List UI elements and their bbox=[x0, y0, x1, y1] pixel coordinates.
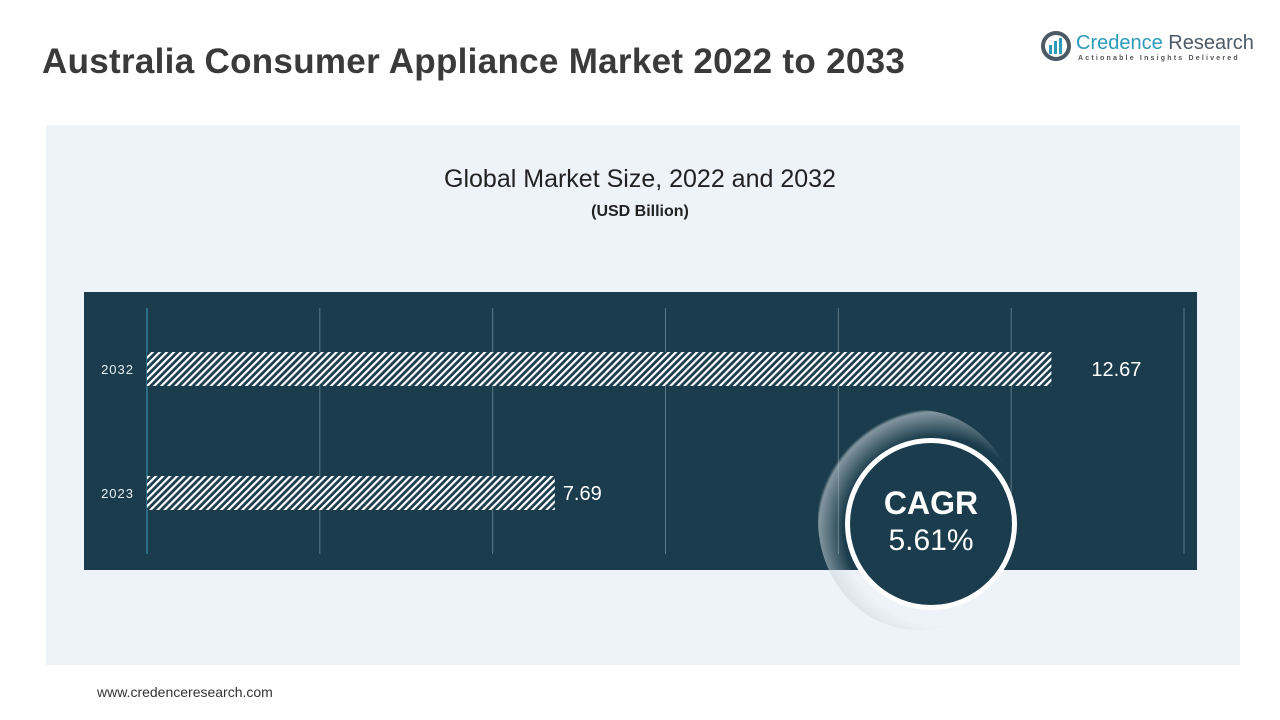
value-label: 7.69 bbox=[563, 483, 602, 505]
logo-icon bbox=[1041, 31, 1071, 61]
value-label: 12.67 bbox=[1091, 359, 1141, 381]
chart-subtitle: (USD Billion) bbox=[591, 203, 689, 220]
chart-title: Global Market Size, 2022 and 2032 bbox=[444, 165, 836, 193]
logo-tagline: Actionable Insights Delivered bbox=[1078, 55, 1240, 62]
category-label: 2032 bbox=[101, 362, 134, 377]
logo: Credence Research Actionable Insights De… bbox=[1040, 30, 1255, 70]
cagr-badge: CAGR 5.61% bbox=[845, 438, 1017, 610]
footer-url: www.credenceresearch.com bbox=[97, 684, 273, 700]
cagr-value: 5.61% bbox=[888, 524, 974, 557]
category-label: 2023 bbox=[101, 486, 134, 501]
bar bbox=[147, 352, 1052, 386]
page-title: Australia Consumer Appliance Market 2022… bbox=[42, 42, 906, 81]
logo-name: Credence Research bbox=[1076, 32, 1254, 54]
bar-chart: 2032 12.67 2023 7.69 bbox=[101, 308, 1185, 554]
cagr-label: CAGR bbox=[883, 485, 979, 521]
bar bbox=[147, 476, 555, 510]
